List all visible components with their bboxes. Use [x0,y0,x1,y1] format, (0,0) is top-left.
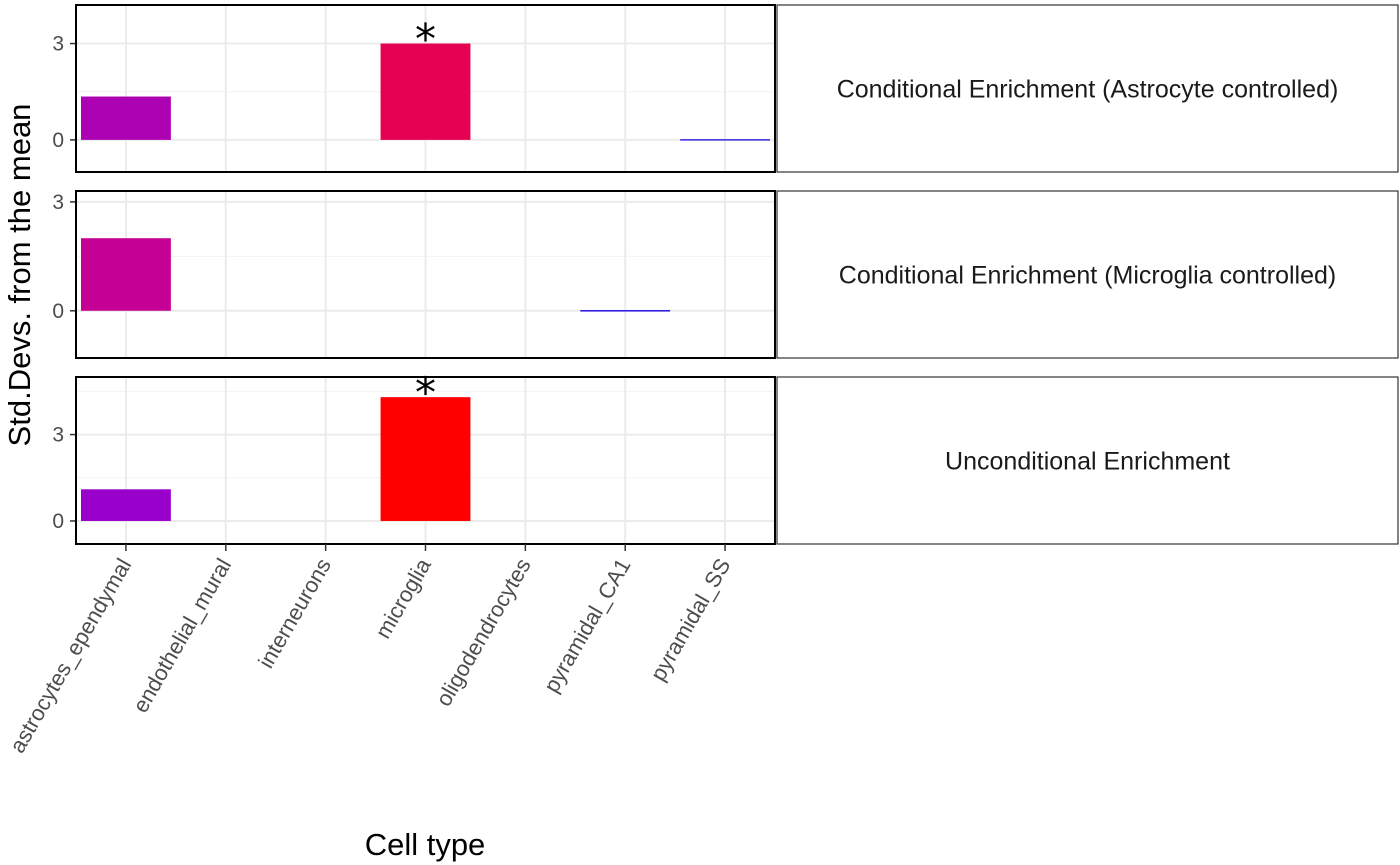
facet-strip-label: Unconditional Enrichment [945,448,1230,476]
bar [380,397,471,521]
y-tick-label: 0 [52,300,64,323]
bar [380,43,471,140]
x-axis-title: Cell type [365,827,486,862]
facet-strip [776,190,1399,359]
y-tick-label: 0 [52,129,64,152]
panel-border [75,190,776,359]
y-axis-title: Std.Devs. from the mean [2,104,37,447]
x-tick-label: endothelial_mural [128,554,236,717]
panel-border [75,4,776,173]
x-tick-label: interneurons [253,554,336,672]
x-tick-label: oligodendrocytes [431,554,536,711]
x-tick-label: pyramidal_CA1 [539,554,636,697]
bar [80,238,171,311]
significance-marker: * [415,15,436,64]
bar [80,96,171,140]
y-tick-label: 3 [52,33,64,56]
y-tick-label: 3 [52,424,64,447]
facet-strip [776,376,1399,545]
y-tick-label: 0 [52,510,64,533]
x-tick-label: microglia [370,553,436,642]
x-tick-label: pyramidal_SS [645,554,735,685]
x-tick-label: astrocytes_ependymal [5,554,137,757]
facet-panels: * 0 3 Conditional Enrichment (Astrocyte con… [52,4,1399,545]
facet-strip [776,4,1399,173]
bar [80,489,171,521]
facet-strip-label: Conditional Enrichment (Astrocyte contro… [837,76,1339,104]
facet-panel: * 0 3 Unconditional Enrichment [52,368,1399,545]
facet-panel: * 0 3 Conditional Enrichment (Astrocyte con… [52,4,1399,173]
facet-panel: 0 3 Conditional Enrichment (Microglia cont… [52,190,1399,359]
significance-marker: * [415,368,436,417]
facet-strip-label: Conditional Enrichment (Microglia contro… [839,262,1336,290]
y-tick-label: 3 [52,191,64,214]
